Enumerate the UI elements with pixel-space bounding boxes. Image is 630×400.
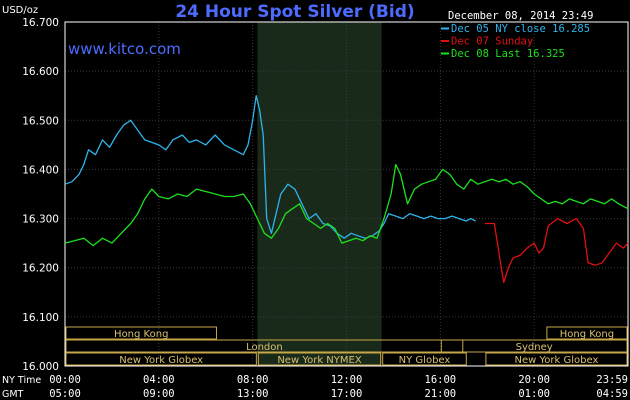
y-tick-label: 16.500 — [22, 115, 59, 127]
session-box — [65, 326, 217, 340]
session-box — [257, 352, 382, 366]
x-tick-label-gmt: 04:59 — [596, 388, 628, 400]
x-tick-label-ny: 20:00 — [518, 374, 550, 386]
x-tick-label-ny: 12:00 — [331, 374, 363, 386]
series-line — [484, 217, 629, 284]
x-tick-label-gmt: 13:00 — [237, 388, 269, 400]
y-tick-label: 16.300 — [22, 214, 59, 226]
x-tick-label-ny: 00:00 — [49, 374, 81, 386]
session-label: Hong Kong — [560, 329, 614, 340]
x-tick-label-ny: 04:00 — [143, 374, 175, 386]
price-series — [64, 95, 629, 284]
x-axis-ticks: 00:00 05:00 04:00 09:00 08:00 13:00 12:00 17:00… — [49, 374, 628, 400]
legend-entry: Dec 05 NY close 16.285 — [451, 23, 590, 35]
x-tick-label-gmt: 05:00 — [49, 388, 81, 400]
chart-timestamp: December 08, 2014 23:49 — [448, 10, 593, 22]
y-tick-label: 16.400 — [22, 164, 59, 176]
chart-title: 24 Hour Spot Silver (Bid) — [175, 2, 414, 22]
session-label: New York Globex — [119, 355, 203, 366]
y-axis-unit: USD/oz — [2, 5, 38, 16]
x-tick-label-ny: 16:00 — [425, 374, 457, 386]
session-box — [65, 339, 464, 353]
session-box — [440, 339, 628, 353]
session-label: New York NYMEX — [277, 355, 362, 366]
y-tick-label: 16.600 — [22, 66, 59, 78]
x-tick-label-gmt: 17:00 — [331, 388, 363, 400]
y-tick-label: 16.700 — [22, 17, 59, 29]
market-sessions: Hong Kong Hong Kong London Sydney New York G… — [65, 326, 628, 366]
plot-border — [64, 21, 629, 367]
session-label: Hong Kong — [114, 329, 168, 340]
y-tick-label: 16.100 — [22, 312, 59, 324]
x-tick-label-ny: 23:59 — [596, 374, 628, 386]
session-label: London — [246, 342, 283, 353]
session-box — [65, 352, 257, 366]
gmt-row-label: GMT — [2, 389, 24, 400]
website-watermark: www.kitco.com — [68, 40, 181, 58]
session-box — [382, 352, 467, 366]
legend-entry: Dec 07 Sunday — [451, 36, 533, 48]
x-tick-label-ny: 08:00 — [237, 374, 269, 386]
legend-entry: Dec 08 Last 16.325 — [451, 48, 565, 60]
x-tick-label-gmt: 09:00 — [143, 388, 175, 400]
series-line — [64, 163, 629, 247]
y-tick-label: 16.200 — [22, 263, 59, 275]
series-line — [64, 95, 476, 239]
y-axis-ticks: 16.700 16.600 16.500 16.400 16.300 16.200 16.1… — [22, 17, 59, 373]
session-box — [485, 352, 628, 366]
session-box — [546, 326, 628, 340]
plot-frame — [64, 21, 629, 367]
nymex-session-shading — [257, 22, 382, 366]
y-tick-label: 16.000 — [22, 361, 59, 373]
session-label: Sydney — [516, 342, 553, 353]
x-tick-label-gmt: 01:00 — [518, 388, 550, 400]
ny-time-row-label: NY Time — [2, 375, 41, 386]
session-label: NY Globex — [399, 355, 451, 366]
x-tick-label-gmt: 21:00 — [425, 388, 457, 400]
session-label: New York Globex — [515, 355, 599, 366]
